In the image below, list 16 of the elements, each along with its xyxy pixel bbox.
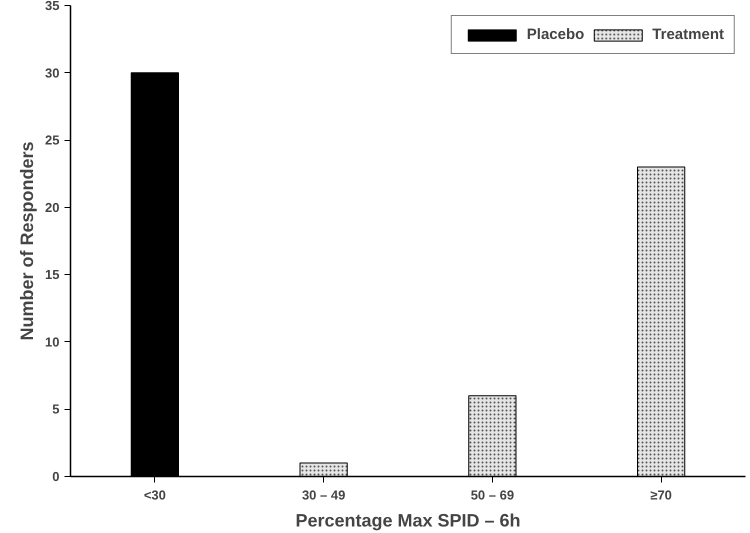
legend-label: Placebo [526, 26, 584, 43]
y-tick-label: 10 [45, 334, 60, 350]
y-tick-label: 20 [45, 200, 60, 215]
y-axis-title: Number of Responders [17, 141, 38, 341]
x-tick-label: <30 [144, 488, 166, 502]
y-tick-label: 5 [52, 402, 60, 417]
y-tick-label: 25 [45, 132, 60, 148]
legend-label: Treatment [652, 26, 724, 43]
y-tick-label: 15 [45, 267, 60, 282]
x-tick-label: 50 – 69 [470, 488, 514, 502]
x-axis-title: Percentage Max SPID – 6h [295, 510, 521, 530]
x-tick-label: 30 – 49 [302, 488, 346, 502]
x-tick-label: ≥70 [650, 488, 672, 502]
y-tick-label: 35 [45, 0, 60, 13]
y-tick-label: 30 [45, 65, 60, 80]
y-tick-label: 0 [52, 469, 60, 484]
